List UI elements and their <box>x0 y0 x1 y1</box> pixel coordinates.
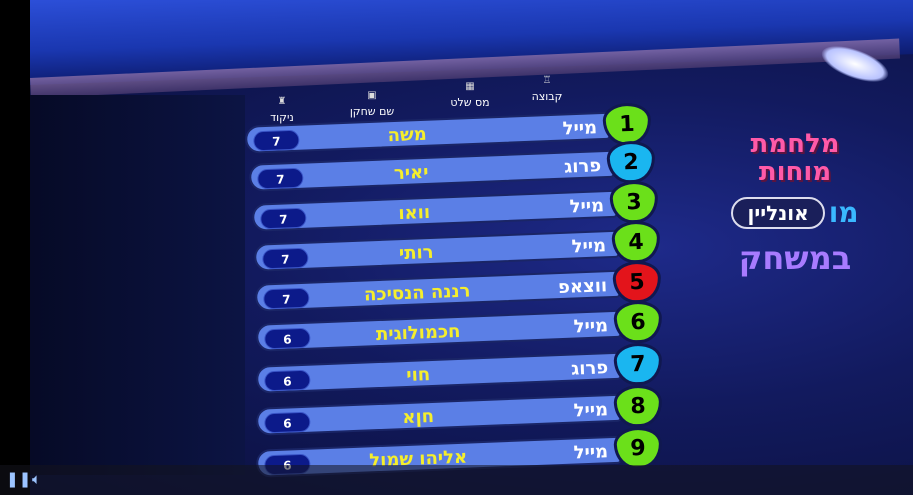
logo-online-pill: אונליין <box>731 196 825 229</box>
group-name: פרוג <box>563 155 602 178</box>
row-bar: 7 רותי מייל <box>253 229 620 272</box>
player-name: רננה הנסיכה <box>363 280 471 306</box>
row-bar: 7 רננה הנסיכה ווצאפ <box>254 269 621 312</box>
rank-badge: 8 <box>613 384 663 428</box>
row-bar: 7 יאיר פרוג <box>248 149 615 192</box>
player-name: חוי <box>405 364 431 386</box>
video-frame: ♜ ניקוד ▣ שם שחקן ▦ מס שלט ♖ קבוצה 7 משה מיי… <box>30 0 913 495</box>
rank-badge: 4 <box>611 220 661 264</box>
leaderboard-row: 7 רננה הנסיכה ווצאפ 5 <box>254 260 666 314</box>
group-name: מייל <box>573 315 609 338</box>
stage-dark-area <box>30 95 245 475</box>
player-name: חכמולוגית <box>375 320 461 346</box>
group-name: פרוג <box>570 357 609 380</box>
pause-icon[interactable]: ❚❚ <box>6 470 32 488</box>
trophy-icon: ♜ <box>277 96 287 107</box>
logo-mo: מו <box>828 196 859 229</box>
leaderboard-row: 7 רותי מייל 4 <box>253 220 665 274</box>
score-pill: 7 <box>256 167 304 190</box>
group-name: ווצאפ <box>557 275 608 299</box>
header-label: שם שחקן <box>349 105 395 118</box>
header-player: ▣ שם שחקן <box>337 90 407 118</box>
rank-badge: 3 <box>609 180 659 224</box>
row-bar: 6 חכמולוגית מייל <box>255 309 622 352</box>
score-pill: 7 <box>252 129 300 152</box>
header-label: מס שלט <box>450 96 490 109</box>
score-pill: 7 <box>261 247 309 270</box>
group-name: מייל <box>562 117 598 140</box>
group-name: מייל <box>569 195 605 218</box>
header-score: ♜ ניקוד <box>247 96 317 124</box>
group-name: מייל <box>573 399 609 422</box>
score-pill: 6 <box>263 327 311 350</box>
rank-badge: 6 <box>613 300 663 344</box>
volume-icon[interactable]: 🔈︎ <box>32 470 42 488</box>
row-bar: 6 חןא מייל <box>255 393 622 436</box>
logo-online: מו אונליין <box>700 196 890 229</box>
header-remote: ▦ מס שלט <box>435 81 505 109</box>
score-pill: 7 <box>262 287 310 310</box>
score-pill: 6 <box>263 411 311 434</box>
rank-badge: 1 <box>602 102 652 146</box>
group-name: מייל <box>571 235 607 258</box>
show-logo: מלחמת מוחות מו אונליין במשחק <box>700 130 890 330</box>
rank-badge: 9 <box>613 426 663 470</box>
player-icon: ▣ <box>367 90 377 101</box>
header-label: קבוצה <box>531 90 563 103</box>
leaderboard-row: 6 חוי פרוג 7 <box>255 342 667 396</box>
player-name: חןא <box>402 405 435 429</box>
header-group: ♖ קבוצה <box>512 75 582 103</box>
row-bar: 7 וואו מייל <box>251 189 618 232</box>
rank-badge: 2 <box>606 140 656 184</box>
rank-badge: 7 <box>613 342 663 386</box>
video-controls: ❚❚ 🔈︎ <box>0 465 913 495</box>
player-name: רותי <box>398 241 434 265</box>
leaderboard-row: 7 וואו מייל 3 <box>251 180 663 234</box>
player-name: יאיר <box>393 161 429 185</box>
logo-title-1: מלחמת <box>750 129 840 159</box>
remote-icon: ▦ <box>465 81 475 92</box>
logo-ingame: במשחק <box>738 239 852 277</box>
row-bar: 6 חוי פרוג <box>255 351 622 394</box>
player-name: וואו <box>398 201 431 225</box>
group-icon: ♖ <box>542 75 552 86</box>
score-pill: 6 <box>263 369 311 392</box>
rank-badge: 5 <box>612 260 662 304</box>
player-name: משה <box>387 123 428 147</box>
header-label: ניקוד <box>270 111 294 124</box>
score-pill: 7 <box>259 207 307 230</box>
leaderboard-row: 6 חןא מייל 8 <box>255 384 667 438</box>
logo-title-2: מוחות <box>758 157 832 187</box>
leaderboard-row: 6 חכמולוגית מייל 6 <box>255 300 667 354</box>
